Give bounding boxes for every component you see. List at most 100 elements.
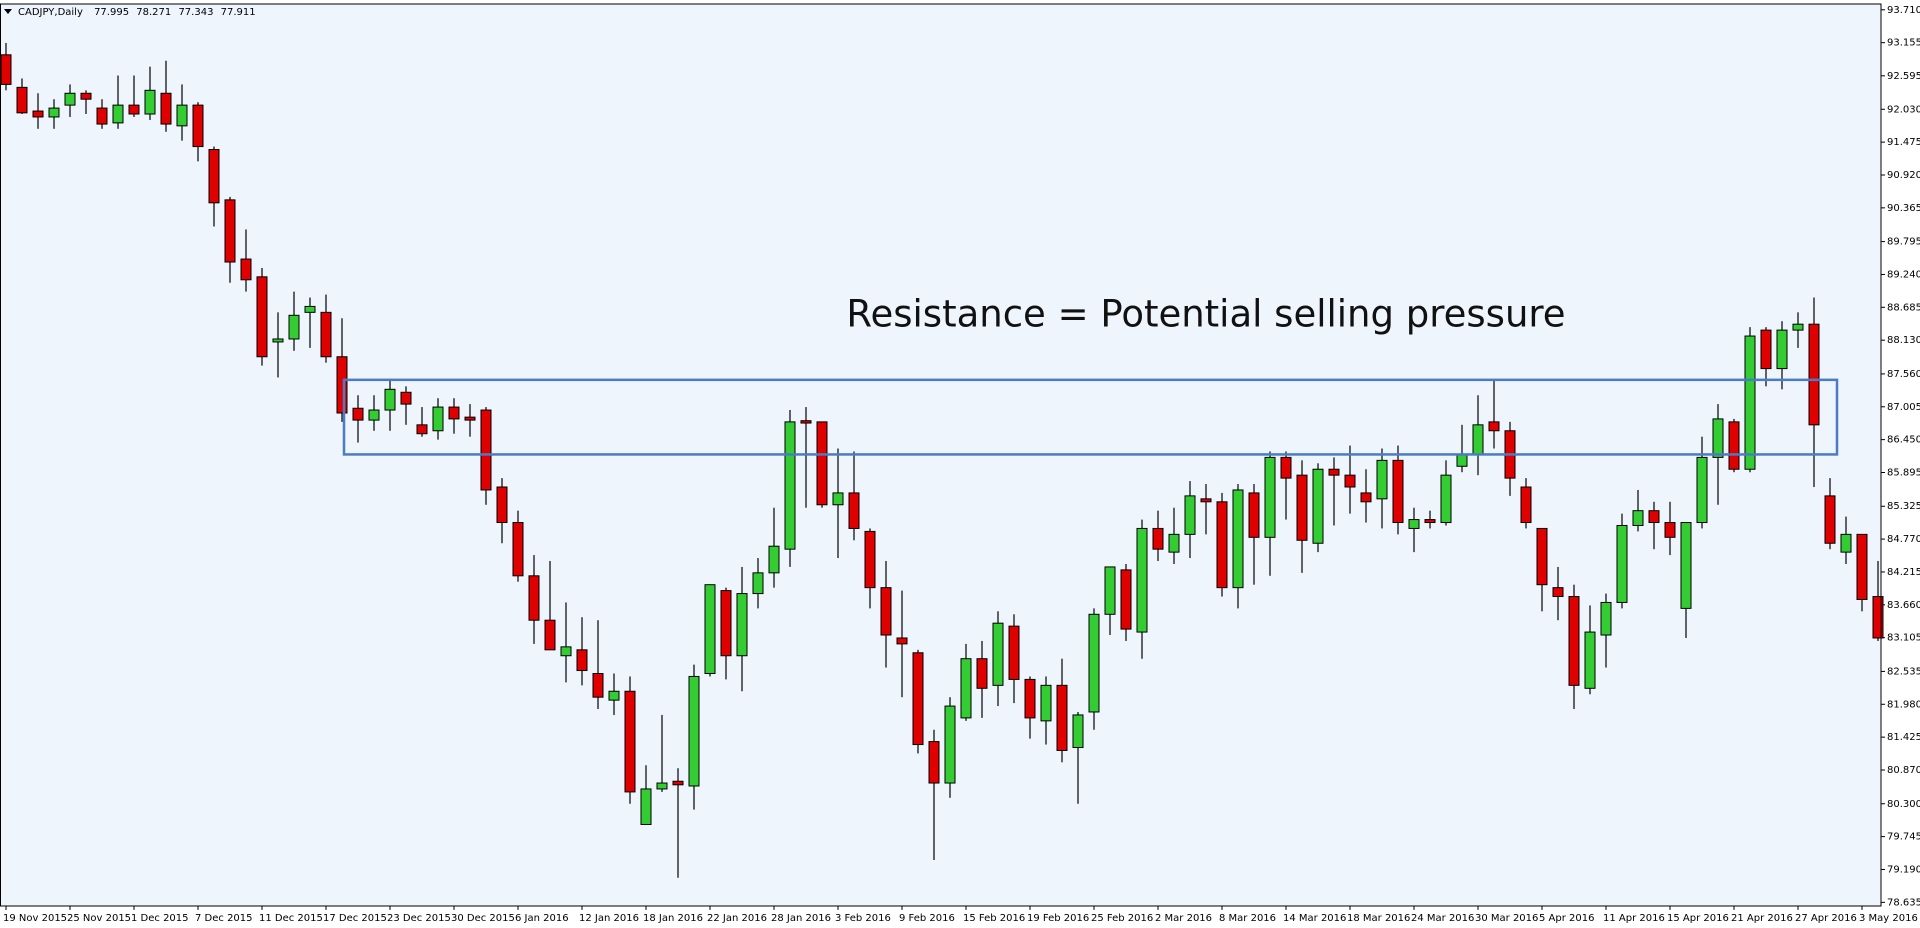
candle-body xyxy=(864,530,876,589)
x-tick-label: 15 Feb 2016 xyxy=(963,913,1025,924)
candle-body xyxy=(928,741,940,784)
candle-body xyxy=(384,388,396,411)
candle-body xyxy=(80,92,92,100)
candle-body xyxy=(1136,527,1148,633)
plot-border xyxy=(0,3,1882,907)
candle-body xyxy=(112,104,124,124)
header-open: 77.995 xyxy=(94,7,129,18)
candle-body xyxy=(32,110,44,118)
candle-body xyxy=(1808,323,1820,426)
header-high: 78.271 xyxy=(136,7,171,18)
candle-body xyxy=(656,782,668,790)
candle-body xyxy=(1744,335,1756,470)
header-low: 77.343 xyxy=(178,7,213,18)
x-tick-label: 11 Dec 2015 xyxy=(259,913,323,924)
candle-body xyxy=(736,593,748,657)
y-tick-label: 84.215 xyxy=(1887,567,1920,578)
candle-body xyxy=(448,406,460,420)
y-tick-label: 90.365 xyxy=(1887,203,1920,214)
candle-body xyxy=(640,788,652,825)
candle-body xyxy=(192,104,204,148)
chart-header: CADJPY,Daily 77.995 78.271 77.343 77.911 xyxy=(18,7,256,18)
candle-body xyxy=(512,522,524,577)
candle-body xyxy=(1616,524,1628,603)
candle-body xyxy=(1856,533,1868,600)
y-tick-label: 91.475 xyxy=(1887,137,1920,148)
x-tick-label: 3 Feb 2016 xyxy=(835,913,891,924)
x-tick-label: 3 May 2016 xyxy=(1859,913,1918,924)
candle-body xyxy=(1200,498,1212,503)
candle-body xyxy=(1472,424,1484,455)
candle-body xyxy=(480,409,492,491)
candle-body xyxy=(592,672,604,698)
header-close: 77.911 xyxy=(221,7,256,18)
annotation: Resistance = Potential selling pressure xyxy=(846,293,1565,336)
candle-body xyxy=(752,572,764,595)
candle-body xyxy=(240,258,252,281)
x-tick-label: 28 Jan 2016 xyxy=(771,913,831,924)
candle-body xyxy=(1552,587,1564,598)
x-tick-label: 2 Mar 2016 xyxy=(1155,913,1212,924)
candle-body xyxy=(672,780,684,786)
candle-body xyxy=(1184,495,1196,535)
candle-body xyxy=(1152,527,1164,550)
candle-body xyxy=(176,104,188,127)
x-tick-label: 27 Apr 2016 xyxy=(1795,913,1857,924)
candle-body xyxy=(1392,459,1404,524)
x-tick-label: 25 Feb 2016 xyxy=(1091,913,1153,924)
y-tick-label: 80.300 xyxy=(1887,799,1920,810)
candle-body xyxy=(1376,459,1388,500)
y-tick-label: 83.660 xyxy=(1887,600,1920,611)
y-tick-label: 79.745 xyxy=(1887,832,1920,843)
candle-body xyxy=(960,658,972,719)
y-tick-label: 84.770 xyxy=(1887,534,1920,545)
candle-body xyxy=(1840,533,1852,553)
y-tick-label: 89.240 xyxy=(1887,269,1920,280)
x-tick-label: 24 Mar 2016 xyxy=(1411,913,1474,924)
candle-body xyxy=(544,619,556,651)
y-tick-label: 86.450 xyxy=(1887,435,1920,446)
candle-body xyxy=(1520,486,1532,524)
candle-body xyxy=(1600,601,1612,636)
candle-body xyxy=(64,92,76,106)
x-tick-label: 9 Feb 2016 xyxy=(899,913,955,924)
x-tick-label: 12 Jan 2016 xyxy=(579,913,639,924)
x-tick-label: 18 Jan 2016 xyxy=(643,913,703,924)
candle-body xyxy=(496,486,508,524)
x-tick-label: 17 Dec 2015 xyxy=(323,913,387,924)
candle-body xyxy=(1536,527,1548,586)
candle-body xyxy=(336,356,348,414)
candle-body xyxy=(944,705,956,784)
candle-body xyxy=(432,406,444,432)
candle-body xyxy=(416,424,428,435)
candle-body xyxy=(1328,468,1340,476)
y-tick-label: 90.920 xyxy=(1887,170,1920,181)
candle-body xyxy=(16,86,28,114)
candle-body xyxy=(208,149,220,204)
y-tick-label: 83.105 xyxy=(1887,633,1920,644)
candle-body xyxy=(992,622,1004,686)
candle-body xyxy=(0,54,12,85)
candle-body xyxy=(800,420,812,424)
x-tick-label: 1 Dec 2015 xyxy=(131,913,189,924)
y-tick-label: 87.560 xyxy=(1887,369,1920,380)
candle-body xyxy=(1072,714,1084,749)
candle-body xyxy=(1248,492,1260,538)
x-tick-label: 7 Dec 2015 xyxy=(195,913,253,924)
y-tick-label: 93.710 xyxy=(1887,5,1920,16)
y-tick-label: 80.870 xyxy=(1887,765,1920,776)
candle-body xyxy=(160,92,172,125)
candle-body xyxy=(1568,596,1580,686)
candle-body xyxy=(304,305,316,313)
candles xyxy=(0,42,1884,878)
candle-body xyxy=(1488,421,1500,432)
menu-triangle[interactable] xyxy=(4,9,12,14)
x-tick-label: 21 Apr 2016 xyxy=(1731,913,1793,924)
candle-body xyxy=(784,421,796,550)
candle-body xyxy=(1680,522,1692,609)
candle-body xyxy=(144,89,156,115)
candle-body xyxy=(320,311,332,358)
x-tick-label: 5 Apr 2016 xyxy=(1539,913,1594,924)
candle-body xyxy=(1648,510,1660,524)
